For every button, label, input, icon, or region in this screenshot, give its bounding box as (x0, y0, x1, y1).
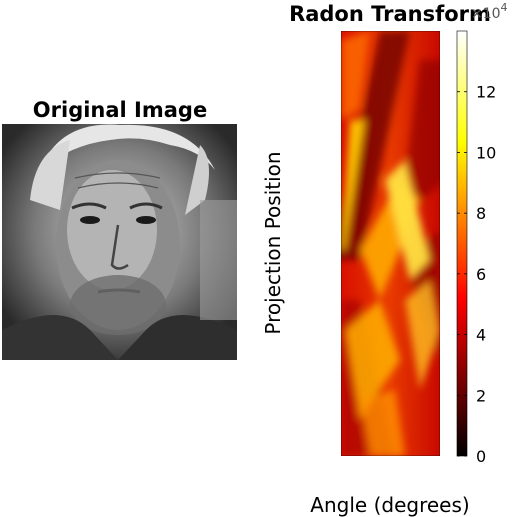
chart-title: Radon Transform (289, 2, 491, 26)
x-axis-label: Angle (degrees) (310, 493, 469, 517)
colorbar-tick-label: 12 (476, 83, 496, 102)
colorbar-tick-label: 4 (476, 326, 486, 345)
colorbar-ticks: 0 2 4 6 8 10 12 (457, 83, 496, 466)
colorbar-tick-label: 10 (476, 143, 496, 162)
colorbar-exponent-base: ×104 (471, 1, 508, 22)
original-image-title: Original Image (33, 98, 207, 122)
colorbar-tick-label: 2 (476, 386, 486, 405)
colorbar-tick-label: 8 (476, 204, 486, 223)
y-axis-label: Projection Position (261, 151, 285, 334)
colorbar-tick-label: 0 (476, 447, 486, 466)
colorbar (456, 30, 468, 457)
portrait-photo (2, 124, 237, 360)
colorbar-tick-label: 6 (476, 265, 486, 284)
radon-heatmap (341, 31, 440, 456)
colorbar-exponent: 4 (501, 1, 508, 14)
